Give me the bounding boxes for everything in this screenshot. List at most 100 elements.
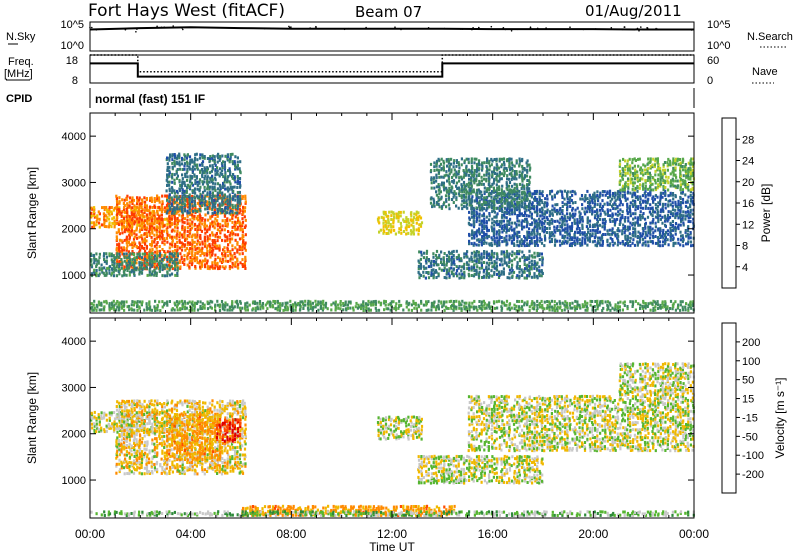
heatmap-cell: [475, 259, 478, 263]
heatmap-cell: [198, 241, 201, 245]
noise-panel-frame: [89, 21, 695, 52]
heatmap-cell: [183, 158, 186, 162]
heatmap-cell: [120, 246, 123, 250]
heatmap-cell: [442, 168, 445, 172]
heatmap-cell: [236, 250, 239, 254]
heatmap-cell: [624, 216, 627, 219]
heatmap-cell: [243, 215, 246, 219]
heatmap-cell: [115, 222, 118, 226]
heatmap-cell: [445, 276, 448, 280]
heatmap-cell: [546, 218, 549, 221]
heatmap-cell: [224, 254, 227, 257]
heatmap-cell: [541, 212, 544, 216]
heatmap-cell: [145, 197, 148, 200]
heatmap-cell: [483, 232, 486, 236]
heatmap-cell: [450, 190, 453, 194]
heatmap-cell: [516, 274, 519, 278]
heatmap-cell: [573, 233, 576, 237]
heatmap-cell: [218, 191, 222, 195]
heatmap-cell: [500, 226, 503, 230]
heatmap-cell: [173, 259, 176, 263]
heatmap-cell: [181, 233, 184, 237]
heatmap-cell: [203, 155, 206, 158]
heatmap-cell: [659, 244, 662, 248]
heatmap-cell: [533, 232, 536, 236]
heatmap-cell: [674, 225, 677, 229]
heatmap-cell: [430, 176, 433, 180]
heatmap-cell: [219, 225, 222, 229]
heatmap-cell: [206, 171, 209, 175]
heatmap-cell: [692, 208, 695, 212]
heatmap-cell: [502, 272, 505, 276]
heatmap-cell: [394, 232, 397, 236]
heatmap-cell: [473, 253, 476, 257]
heatmap-cell: [656, 204, 660, 208]
heatmap-cell: [163, 210, 167, 213]
heatmap-cell: [184, 175, 187, 179]
heatmap-cell: [457, 253, 460, 257]
heatmap-cell: [564, 218, 567, 222]
heatmap-cell: [166, 173, 169, 177]
heatmap-cell: [499, 263, 502, 267]
heatmap-cell: [584, 240, 587, 244]
heatmap-cell: [472, 274, 476, 278]
heatmap-cell: [436, 201, 439, 204]
heatmap-cell: [528, 163, 531, 167]
heatmap-cell: [518, 164, 521, 168]
heatmap-cell: [654, 178, 657, 182]
heatmap-cell: [563, 214, 566, 218]
heatmap-cell: [493, 223, 496, 227]
heatmap-cell: [520, 199, 523, 203]
heatmap-cell: [564, 230, 567, 234]
heatmap-cell: [228, 169, 231, 173]
heatmap-cell: [209, 190, 212, 194]
heatmap-cell: [135, 266, 138, 270]
heatmap-cell: [627, 219, 630, 223]
heatmap-cell: [135, 214, 138, 218]
heatmap-cell: [148, 254, 151, 258]
heatmap-cell: [485, 197, 488, 201]
heatmap-cell: [618, 194, 621, 198]
heatmap-cell: [186, 241, 189, 245]
heatmap-cell: [548, 210, 552, 214]
heatmap-cell: [639, 232, 642, 236]
heatmap-cell: [412, 226, 415, 230]
heatmap-cell: [168, 204, 171, 208]
heatmap-cell: [171, 259, 174, 263]
heatmap-cell: [226, 156, 229, 160]
heatmap-cell: [518, 194, 521, 198]
heatmap-cell: [179, 198, 182, 202]
heatmap-cell: [515, 184, 519, 188]
heatmap-cell: [98, 256, 101, 260]
heatmap-cell: [624, 171, 627, 175]
heatmap-cell: [480, 240, 483, 244]
nsky-point: [427, 27, 430, 29]
heatmap-cell: [538, 265, 541, 269]
heatmap-cell: [123, 259, 126, 263]
heatmap-cell: [485, 177, 488, 181]
heatmap-cell: [191, 248, 194, 252]
heatmap-cell: [629, 201, 632, 205]
heatmap-cell: [194, 182, 197, 185]
heatmap-cell: [458, 276, 461, 280]
heatmap-cell: [136, 220, 139, 224]
heatmap-cell: [131, 268, 134, 272]
heatmap-cell: [587, 230, 590, 234]
heatmap-cell: [458, 265, 461, 268]
heatmap-cell: [179, 265, 182, 269]
heatmap-cell: [503, 210, 506, 214]
heatmap-cell: [473, 178, 476, 182]
heatmap-cell: [654, 235, 657, 238]
heatmap-cell: [180, 248, 184, 252]
heatmap-cell: [505, 238, 508, 242]
heatmap-cell: [95, 274, 98, 278]
heatmap-cell: [601, 208, 604, 212]
heatmap-cell: [674, 222, 678, 225]
heatmap-cell: [535, 241, 538, 245]
heatmap-cell: [508, 210, 511, 214]
heatmap-cell: [561, 193, 564, 197]
nsky-point: [156, 25, 158, 28]
heatmap-cell: [126, 211, 129, 215]
heatmap-cell: [199, 248, 202, 252]
heatmap-cell: [617, 234, 620, 238]
